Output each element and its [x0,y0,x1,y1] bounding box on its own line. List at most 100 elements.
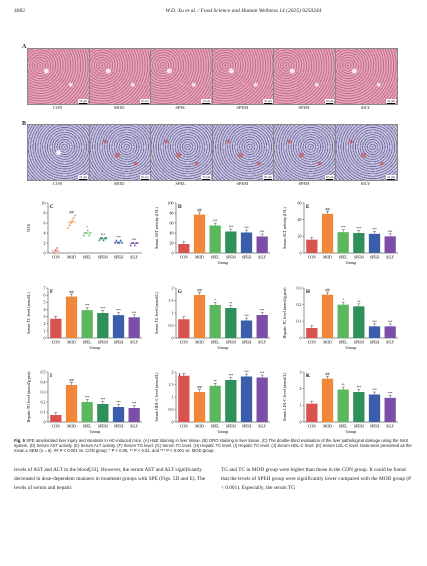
histology-image-speh: 50 μm [273,48,337,105]
histology-image-con: 50 μm [27,124,90,181]
y-tick-label: 0.1 [297,319,302,324]
y-tick-label: 7 [44,285,46,290]
bar-speh [112,315,125,338]
bar-spel [81,402,93,422]
x-tick-label: SILY [130,341,138,345]
significance-mark: ## [325,288,330,292]
point-speh [119,239,122,242]
x-tick-label: SPEH [370,425,380,429]
bar-spel [337,389,349,422]
significance-mark: * [86,226,88,230]
significance-mark: ** [357,300,360,304]
point-mod [74,214,76,217]
bar-spem [97,404,109,422]
bar-con [306,403,318,422]
bar-speh [368,394,381,422]
x-tick-label: SPEH [242,425,252,429]
point-speh [116,242,119,244]
x-tick-label: MOD [67,341,76,345]
significance-mark: *** [260,230,265,234]
x-tick-label: SPEL [339,256,349,260]
point-spem [105,237,108,239]
x-tick-label: SPEM [226,341,237,345]
y-tick-label: 6 [44,293,46,298]
bar-sily [384,326,396,338]
significance-mark: ## [325,372,330,376]
x-axis-label: Group [90,429,101,434]
significance-mark: ## [69,379,74,383]
significance-mark: *** [372,227,377,231]
point-speh [121,242,123,244]
x-tick-label: SILY [258,425,266,429]
y-tick-label: 2 [44,321,46,326]
bar-con [306,328,318,338]
chart-e: E 0 20 40 60 Serum ALT activity (U/L) CON ## MOD… [282,200,398,265]
histology-image-spem: 50 μm [211,124,275,181]
point-mod [71,219,74,222]
histology-label-con: CON [52,181,63,186]
point-spem [99,237,102,239]
bar-spem [225,308,237,338]
x-tick-label: MOD [67,425,76,429]
scale-bar-label: 50 μm [324,98,335,103]
scale-bar-label: 50 μm [201,174,212,179]
x-tick-label: MOD [323,425,332,429]
chart-h: H 0 0.1 0.2 0.3 Hepatic TC level (mmol/g prot… [282,285,398,350]
y-tick-label: 1 [172,394,174,399]
y-tick-label: 0 [300,419,302,424]
bar-spem [353,233,365,253]
y-tick-label: 2 [172,369,174,374]
y-tick-label: 2 [172,285,174,290]
significance-mark: *** [244,314,249,318]
bar-spem [97,313,109,338]
y-tick-label: 0 [172,419,174,424]
significance-mark: *** [341,226,346,230]
significance-mark: *** [213,219,218,223]
bar-mod [193,392,206,422]
bar-spel [209,305,221,338]
histology-label-sily: SILY [360,181,371,186]
histology-label-speh: SPEH [298,181,310,186]
significance-mark: ** [342,383,345,387]
significance-mark: *** [85,396,90,400]
y-axis-label: Hepatic TG level (mmol/g prot) [26,371,31,423]
significance-mark: *** [244,370,249,374]
significance-mark: *** [260,309,265,313]
y-tick-label: 8 [44,210,46,215]
y-tick-label: 0 [300,250,302,255]
chart-c: C 0 2 4 6 8 10 NAS CON ## MOD * SPEL *** SPEM *** SPEH **… [26,200,142,260]
histology-label-spel: SPEL [175,105,186,110]
x-tick-label: SILY [130,425,138,429]
y-tick-label: 0.2 [41,399,46,404]
chart-letter: F [50,290,53,295]
bar-speh [112,407,125,422]
significance-mark: ## [69,211,74,215]
x-tick-label: SPEM [226,256,237,260]
histology-label-mod: MOD [113,105,125,110]
x-tick-label: SPEL [83,256,93,260]
chart-letter: H [306,290,310,295]
significance-mark: *** [372,388,377,392]
y-tick-label: 4 [44,230,46,235]
point-mod [68,224,71,227]
y-tick-label: 1.5 [169,298,174,303]
y-tick-label: 60 [298,200,302,205]
scale-bar-label: 50 μm [324,174,335,179]
chart-g: G 0 0.5 1 1.5 2 Serum TG level (mmol/L) CON ## MO… [154,285,270,350]
bar-mod [65,385,78,422]
x-tick-label: SPEM [226,425,237,429]
histology-image-speh: 50 μm [273,124,337,181]
y-axis-label: NAS [26,224,31,232]
significance-mark: *** [116,401,121,405]
x-tick-label: SPEL [83,425,93,429]
chart-d: D 0 20 40 60 80 100 Serum AST activity (U/L) CON… [154,200,270,265]
significance-mark: *** [132,311,137,315]
chart-letter: I [50,374,52,379]
y-tick-label: 20 [170,240,174,245]
x-tick-label: SILY [130,256,138,260]
point-spem [104,237,106,239]
significance-mark: *** [357,227,362,231]
significance-mark: *** [388,230,393,234]
bar-sily [128,317,140,338]
significance-mark: ** [229,302,232,306]
